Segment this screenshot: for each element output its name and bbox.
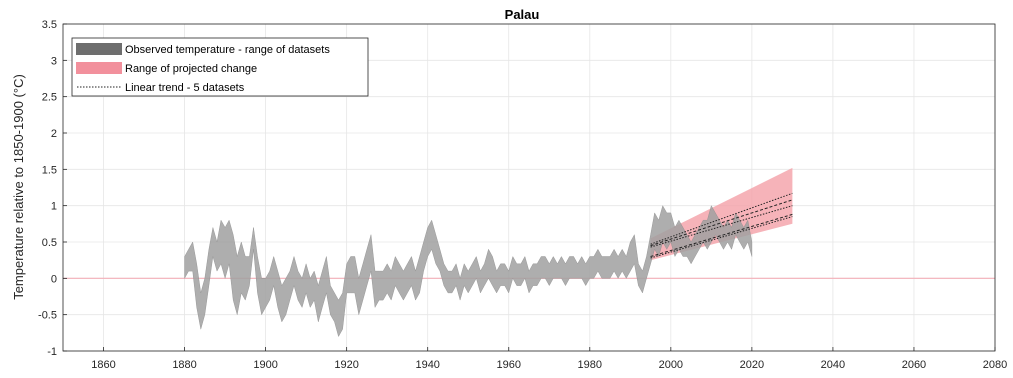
- x-tick-label: 2080: [983, 359, 1007, 371]
- legend-swatch-projected: [76, 62, 122, 74]
- x-tick-label: 1980: [578, 359, 602, 371]
- y-axis-label: Temperature relative to 1850-1900 (°C): [11, 74, 26, 300]
- y-axis-ticks: -1 -0.5 0 0.5 1 1.5 2 2.5 3 3.5: [38, 19, 67, 358]
- y-tick-label: 0: [51, 273, 57, 285]
- x-axis-ticks: 1860 1880 1900 1920 1940 1960 1980 2000 2020 2040…: [91, 347, 1007, 371]
- y-tick-label: -1: [47, 346, 57, 358]
- legend-swatch-observed: [76, 43, 122, 55]
- observed-range-band: [184, 205, 753, 338]
- x-tick-label: 2060: [902, 359, 926, 371]
- y-tick-label: 2.5: [42, 92, 57, 104]
- legend-label-observed: Observed temperature - range of datasets: [125, 44, 330, 56]
- trend-line: [650, 216, 793, 259]
- x-tick-label: 1940: [415, 359, 439, 371]
- x-tick-label: 1920: [334, 359, 358, 371]
- legend-label-projected: Range of projected change: [125, 63, 257, 75]
- plot-frame: [62, 23, 996, 352]
- y-tick-label: 1.5: [42, 164, 57, 176]
- y-tick-label: 2: [51, 128, 57, 140]
- x-tick-label: 1960: [496, 359, 520, 371]
- y-tick-label: 3: [51, 55, 57, 67]
- legend-label-trend: Linear trend - 5 datasets: [125, 82, 245, 94]
- y-tick-label: 0.5: [42, 237, 57, 249]
- x-tick-label: 1900: [253, 359, 277, 371]
- chart-title: Palau: [505, 7, 540, 22]
- x-tick-label: 2000: [659, 359, 683, 371]
- y-tick-label: -0.5: [38, 310, 57, 322]
- x-tick-label: 2040: [821, 359, 845, 371]
- trend-line: [650, 205, 793, 248]
- trend-lines: [650, 192, 793, 259]
- x-tick-label: 2020: [740, 359, 764, 371]
- legend: Observed temperature - range of datasets…: [71, 37, 369, 97]
- y-tick-label: 1: [51, 201, 57, 213]
- y-tick-label: 3.5: [42, 19, 57, 31]
- trend-line: [650, 192, 793, 245]
- x-tick-label: 1860: [91, 359, 115, 371]
- x-tick-label: 1880: [172, 359, 196, 371]
